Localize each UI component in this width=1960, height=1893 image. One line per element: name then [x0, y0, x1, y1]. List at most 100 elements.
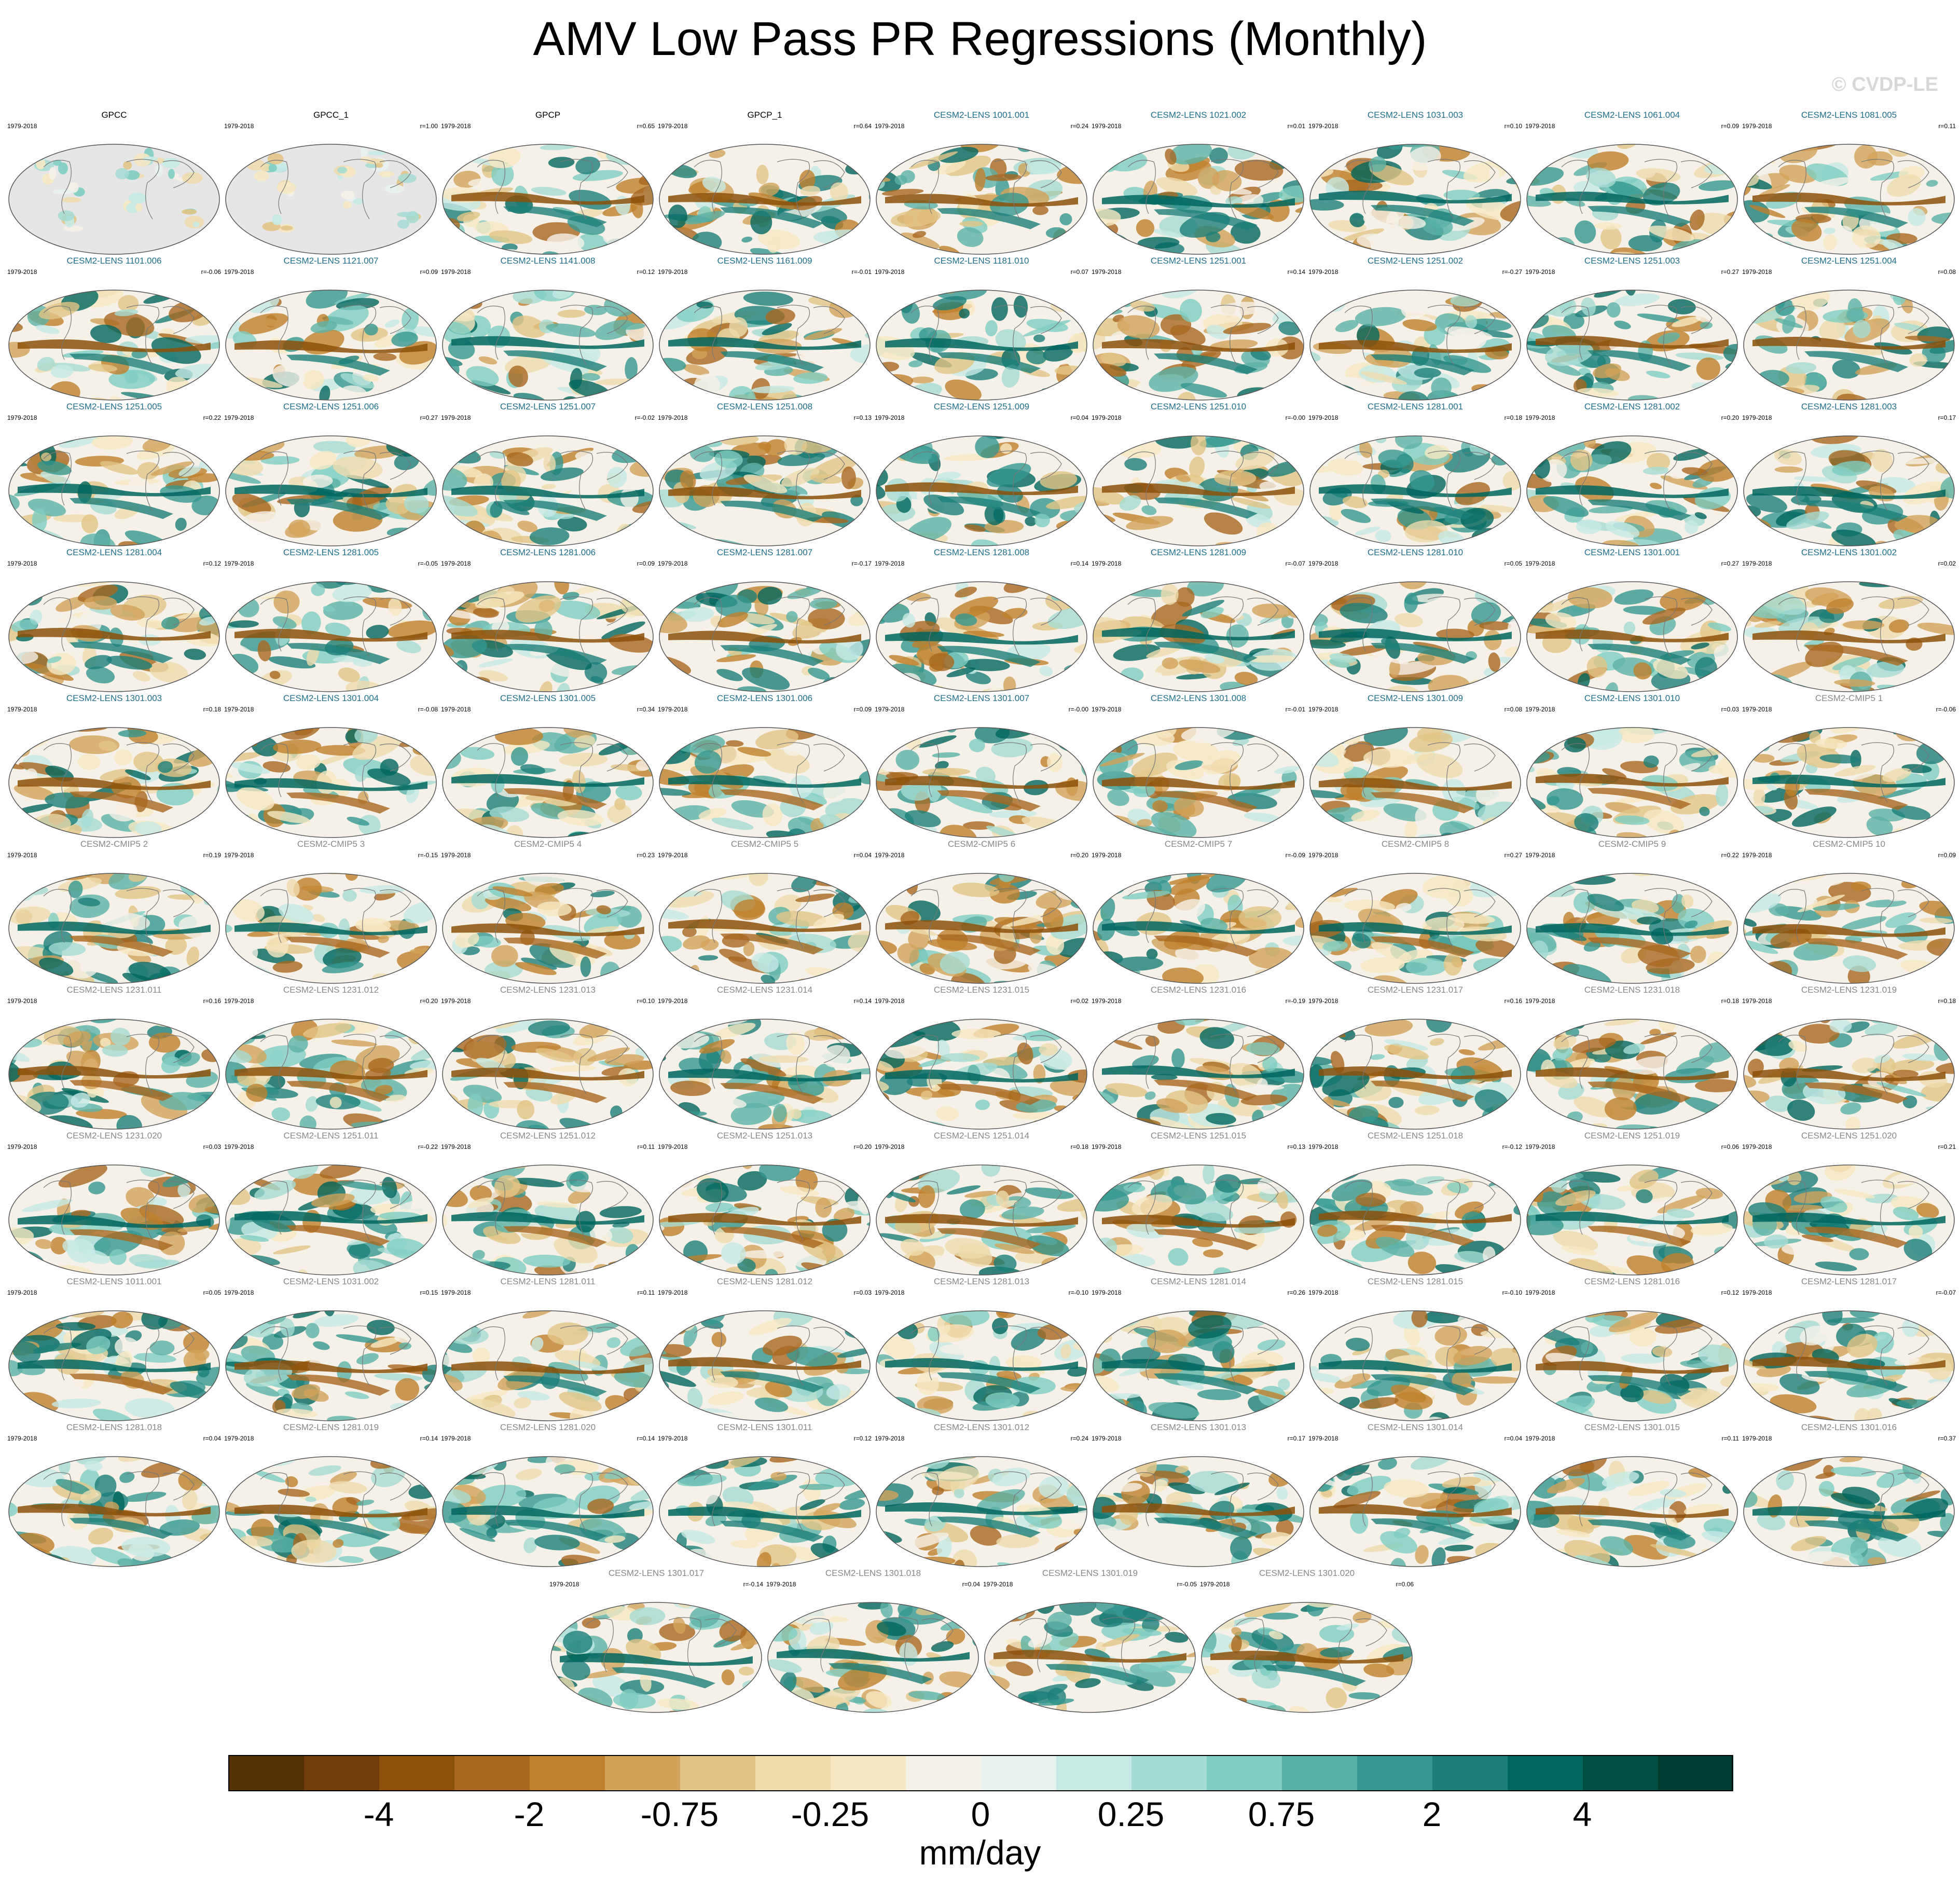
map-graphic [442, 581, 654, 692]
map-panel: CESM2-LENS 1251.009 1979-2018 r=0.04 [875, 402, 1088, 548]
page-title: AMV Low Pass PR Regressions (Monthly) [533, 12, 1427, 65]
map-graphic [225, 1456, 437, 1567]
panel-correlation: r=0.34 [637, 706, 655, 713]
panel-title: CESM2-LENS 1231.018 [1584, 985, 1680, 995]
panel-correlation: r=0.20 [853, 1143, 872, 1150]
panel-correlation: r=-0.00 [1285, 414, 1305, 421]
map-graphic [225, 435, 437, 546]
panel-correlation: r=0.26 [1287, 1289, 1305, 1296]
panel-title: CESM2-CMIP5 1 [1815, 693, 1883, 703]
panel-title: CESM2-LENS 1301.003 [66, 693, 162, 703]
map-graphic [225, 581, 437, 692]
panel-correlation: r=-0.00 [1068, 706, 1088, 713]
panel-title: CESM2-LENS 1301.005 [500, 693, 596, 703]
map-graphic [1743, 1019, 1955, 1130]
colorbar-swatch [604, 1755, 680, 1791]
panel-correlation: r=-0.12 [1502, 1143, 1522, 1150]
panel-title: CESM2-LENS 1301.013 [1150, 1422, 1247, 1432]
panel-title: CESM2-LENS 1281.016 [1584, 1277, 1680, 1286]
panel-title: CESM2-LENS 1001.001 [933, 110, 1030, 120]
panel-period: 1979-2018 [7, 1435, 37, 1442]
map-panel: CESM2-LENS 1251.015 1979-2018 r=0.13 [1092, 1131, 1305, 1277]
panel-title: CESM2-LENS 1251.011 [283, 1131, 379, 1141]
panel-period: 1979-2018 [658, 706, 688, 713]
panel-correlation: r=0.20 [420, 997, 438, 1005]
panel-title: CESM2-LENS 1231.014 [716, 985, 813, 995]
map-panel: CESM2-LENS 1251.003 1979-2018 r=0.27 [1525, 256, 1739, 402]
map-panel: CESM2-LENS 1011.001 1979-2018 r=0.05 [7, 1277, 221, 1423]
map-graphic [876, 1310, 1087, 1421]
map-panel: CESM2-LENS 1301.017 1979-2018 r=-0.14 [549, 1568, 763, 1714]
map-panel: CESM2-LENS 1251.007 1979-2018 r=-0.02 [441, 402, 655, 548]
panel-period: 1979-2018 [1308, 997, 1338, 1005]
map-panel: CESM2-LENS 1281.014 1979-2018 r=0.26 [1092, 1277, 1305, 1423]
colorbar-tick-label: 0 [971, 1795, 990, 1833]
map-graphic [225, 1310, 437, 1421]
panel-title: CESM2-LENS 1281.010 [1367, 547, 1464, 557]
map-graphic [8, 1164, 220, 1275]
panel-correlation: r=0.09 [853, 706, 872, 713]
panel-period: 1979-2018 [1092, 1143, 1122, 1150]
panel-title: CESM2-LENS 1281.002 [1584, 402, 1680, 411]
map-graphic [659, 1019, 871, 1130]
panel-title: GPCP [535, 110, 561, 120]
map-graphic [659, 1310, 871, 1421]
panel-title: GPCC [101, 110, 127, 120]
panel-period: 1979-2018 [1742, 122, 1772, 130]
map-graphic [1743, 727, 1955, 838]
map-panel: CESM2-LENS 1031.003 1979-2018 r=0.10 [1308, 110, 1522, 256]
map-graphic [442, 1456, 654, 1567]
panel-correlation: r=0.17 [1938, 414, 1956, 421]
map-graphic [659, 873, 871, 984]
panel-correlation: r=0.16 [203, 997, 221, 1005]
map-graphic [442, 435, 654, 546]
map-graphic [1526, 581, 1738, 692]
map-panel: CESM2-LENS 1301.016 1979-2018 r=0.37 [1742, 1422, 1956, 1569]
panel-correlation: r=0.18 [1938, 997, 1956, 1005]
map-panel: CESM2-LENS 1301.012 1979-2018 r=0.24 [875, 1422, 1088, 1569]
map-graphic [442, 1310, 654, 1421]
panel-correlation: r=0.13 [853, 414, 872, 421]
panel-title: CESM2-LENS 1121.007 [283, 256, 379, 266]
colorbar-units: mm/day [919, 1833, 1041, 1872]
map-graphic [659, 144, 871, 255]
panel-period: 1979-2018 [1525, 560, 1555, 567]
panel-correlation: r=0.11 [1721, 1435, 1739, 1442]
map-panel: CESM2-LENS 1301.009 1979-2018 r=0.08 [1308, 693, 1522, 840]
panel-title: CESM2-LENS 1281.011 [500, 1277, 596, 1286]
panel-period: 1979-2018 [1308, 1143, 1338, 1150]
panel-correlation: r=-0.10 [1068, 1289, 1088, 1296]
panel-title: CESM2-LENS 1231.017 [1367, 985, 1464, 995]
panel-title: CESM2-LENS 1301.020 [1259, 1568, 1355, 1578]
map-panel: CESM2-LENS 1231.014 1979-2018 r=0.14 [658, 985, 872, 1131]
colorbar-swatch [1658, 1755, 1733, 1791]
map-panel: CESM2-LENS 1251.005 1979-2018 r=0.22 [7, 402, 221, 548]
panel-correlation: r=0.05 [203, 1289, 221, 1296]
map-graphic [1526, 435, 1738, 546]
map-graphic [225, 873, 437, 984]
panel-title: CESM2-LENS 1251.019 [1584, 1131, 1680, 1141]
panel-period: 1979-2018 [1308, 1435, 1338, 1442]
panel-title: CESM2-LENS 1281.019 [283, 1422, 379, 1432]
panel-title: CESM2-LENS 1281.009 [1150, 547, 1247, 557]
map-graphic [1093, 435, 1304, 546]
map-graphic [442, 873, 654, 984]
panel-title: CESM2-CMIP5 6 [947, 839, 1016, 849]
panel-title: CESM2-LENS 1251.013 [716, 1131, 813, 1141]
panel-period: 1979-2018 [441, 1143, 471, 1150]
panel-title: CESM2-LENS 1251.020 [1801, 1131, 1897, 1141]
map-graphic [1526, 290, 1738, 401]
panel-correlation: r=0.04 [1504, 1435, 1522, 1442]
map-panel: CESM2-LENS 1231.015 1979-2018 r=0.02 [875, 985, 1088, 1131]
panel-period: 1979-2018 [1525, 997, 1555, 1005]
panel-correlation: r=-0.07 [1936, 1289, 1956, 1296]
panel-correlation: r=-0.08 [418, 706, 438, 713]
panel-correlation: r=0.11 [1938, 122, 1956, 130]
panel-title: CESM2-LENS 1251.008 [716, 402, 813, 411]
map-graphic [1526, 727, 1738, 838]
panel-correlation: r=0.12 [203, 560, 221, 567]
map-graphic [1309, 1310, 1521, 1421]
map-graphic [1093, 873, 1304, 984]
map-graphic [876, 727, 1087, 838]
panel-period: 1979-2018 [441, 852, 471, 859]
